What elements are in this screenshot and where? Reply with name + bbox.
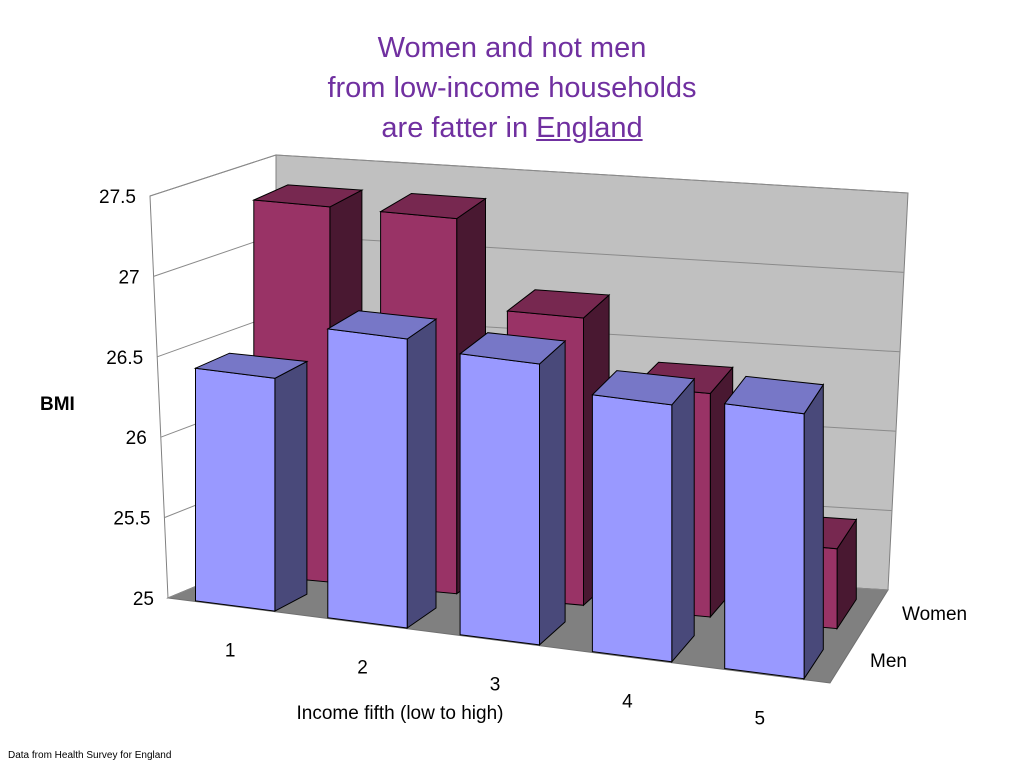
bar-men-5: [723, 375, 825, 681]
bar-men-3: [458, 332, 567, 647]
source-note: Data from Health Survey for England: [8, 750, 172, 761]
bar-men-2: [326, 310, 438, 629]
bar-front-face: [195, 367, 276, 612]
x-axis-label: Income fifth (low to high): [297, 703, 504, 724]
y-tick-label: 26.5: [106, 348, 143, 369]
bar-side-face: [671, 377, 695, 664]
series-label-women: Women: [902, 604, 967, 625]
bar-side-face: [803, 383, 824, 681]
y-tick-label: 26: [126, 428, 147, 449]
x-tick-label: 5: [755, 709, 766, 730]
title-line-3: are fatter in England: [0, 108, 1024, 148]
x-tick-label: 1: [225, 641, 236, 662]
title-line-2: from low-income households: [327, 72, 697, 104]
y-tick-label: 27.5: [99, 187, 136, 208]
x-tick-label: 2: [357, 658, 368, 679]
bar-side-face: [539, 339, 566, 647]
chart-bars: [193, 184, 858, 681]
y-tick-label: 27: [118, 267, 139, 288]
bar-top-face: [591, 370, 696, 406]
bar-side-face: [274, 360, 308, 612]
bar-top-face: [379, 192, 487, 220]
gridline: [149, 154, 909, 197]
bar-front-face: [327, 328, 408, 629]
y-axis-label: BMI: [40, 394, 75, 415]
title-line-3-prefix: are fatter in: [381, 112, 529, 144]
bar-front-face: [459, 353, 540, 646]
y-tick-label: 25: [133, 589, 154, 610]
bar-front-face: [591, 394, 673, 663]
bar-side-face: [406, 318, 437, 629]
bmi-3d-bar-chart: 25 25.5 26 26.5 27 27.5 BMI 1 2 3 4 5 Men Women Income…: [40, 154, 967, 730]
bar-top-face: [458, 332, 567, 365]
bar-men-4: [591, 370, 696, 664]
y-tick-label: 25.5: [113, 509, 150, 530]
series-label-men: Men: [870, 651, 907, 672]
bar-men-1: [193, 352, 309, 612]
chart-title: Women and not men from low-income househ…: [0, 28, 1024, 148]
x-tick-label: 3: [490, 675, 501, 696]
bar-top-face: [251, 184, 364, 208]
bar-top-face: [326, 310, 438, 340]
bar-top-face: [506, 289, 611, 319]
title-line-1: Women and not men: [377, 32, 647, 64]
chart-labels: 25 25.5 26 26.5 27 27.5 BMI 1 2 3 4 5 Men Women Income…: [40, 187, 967, 730]
bar-top-face: [723, 375, 825, 415]
x-tick-label: 4: [622, 692, 633, 713]
england-link[interactable]: England: [536, 112, 643, 144]
bar-top-face: [193, 352, 309, 379]
bar-front-face: [724, 403, 805, 680]
